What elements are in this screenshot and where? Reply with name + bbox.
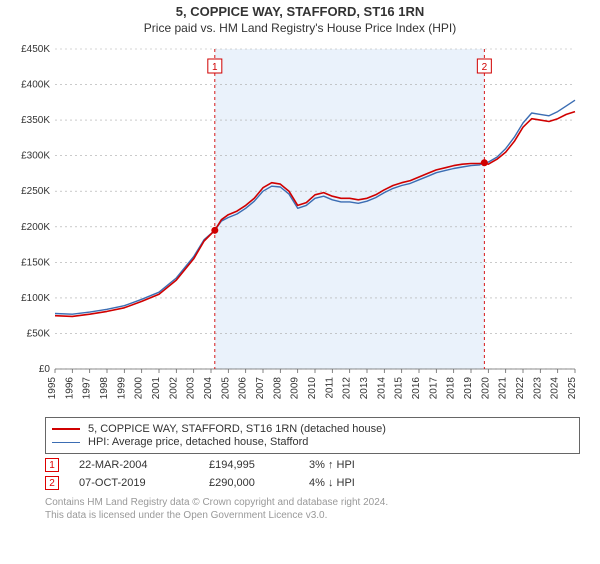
svg-text:2007: 2007 — [255, 377, 266, 400]
svg-text:2005: 2005 — [220, 377, 231, 400]
transaction-date: 07-OCT-2019 — [79, 477, 189, 489]
svg-text:1995: 1995 — [47, 377, 58, 400]
svg-text:£0: £0 — [39, 364, 51, 375]
svg-text:2010: 2010 — [307, 377, 318, 400]
svg-text:1: 1 — [212, 62, 218, 73]
transaction-row: 1 22-MAR-2004 £194,995 3% ↑ HPI — [45, 458, 580, 472]
line-chart: £0 £50K £100K £150K £200K £250K £300K £350K £400… — [10, 41, 590, 411]
svg-text:1999: 1999 — [116, 377, 127, 400]
footnote: Contains HM Land Registry data © Crown c… — [45, 496, 580, 522]
svg-text:2013: 2013 — [359, 377, 370, 400]
legend-item: 5, COPPICE WAY, STAFFORD, ST16 1RN (deta… — [52, 423, 573, 435]
svg-text:2009: 2009 — [290, 377, 301, 400]
svg-text:£400K: £400K — [21, 80, 50, 91]
chart-title-address: 5, COPPICE WAY, STAFFORD, ST16 1RN — [0, 4, 600, 19]
svg-text:2024: 2024 — [550, 377, 561, 400]
transaction-marker: 1 — [45, 458, 59, 472]
transactions-table: 1 22-MAR-2004 £194,995 3% ↑ HPI 2 07-OCT-2019… — [45, 458, 580, 490]
transaction-marker: 2 — [45, 476, 59, 490]
svg-text:1998: 1998 — [99, 377, 110, 400]
svg-text:2004: 2004 — [203, 377, 214, 400]
svg-text:2020: 2020 — [480, 377, 491, 400]
transaction-row: 2 07-OCT-2019 £290,000 4% ↓ HPI — [45, 476, 580, 490]
svg-text:2023: 2023 — [532, 377, 543, 400]
svg-text:2018: 2018 — [446, 377, 457, 400]
svg-text:2001: 2001 — [151, 377, 162, 400]
svg-text:2002: 2002 — [168, 377, 179, 400]
svg-text:2003: 2003 — [186, 377, 197, 400]
transaction-date: 22-MAR-2004 — [79, 459, 189, 471]
legend-swatch — [52, 442, 80, 443]
transaction-price: £290,000 — [209, 477, 289, 489]
svg-text:2015: 2015 — [394, 377, 405, 400]
svg-text:2017: 2017 — [428, 377, 439, 400]
svg-text:2019: 2019 — [463, 377, 474, 400]
footnote-line-1: Contains HM Land Registry data © Crown c… — [45, 496, 580, 509]
legend-label: 5, COPPICE WAY, STAFFORD, ST16 1RN (deta… — [88, 423, 386, 435]
svg-text:1997: 1997 — [82, 377, 93, 400]
chart-subtitle: Price paid vs. HM Land Registry's House … — [0, 21, 600, 35]
svg-text:£50K: £50K — [27, 328, 51, 339]
svg-text:2022: 2022 — [515, 377, 526, 400]
legend-swatch — [52, 428, 80, 430]
svg-text:2014: 2014 — [376, 377, 387, 400]
svg-text:2000: 2000 — [134, 377, 145, 400]
svg-text:£450K: £450K — [21, 44, 50, 55]
footnote-line-2: This data is licensed under the Open Gov… — [45, 509, 580, 522]
svg-text:2016: 2016 — [411, 377, 422, 400]
transaction-diff: 4% ↓ HPI — [309, 477, 399, 489]
svg-text:2021: 2021 — [498, 377, 509, 400]
legend-label: HPI: Average price, detached house, Staf… — [88, 436, 308, 448]
svg-text:2: 2 — [482, 62, 488, 73]
svg-text:£150K: £150K — [21, 257, 50, 268]
svg-text:£300K: £300K — [21, 151, 50, 162]
svg-text:2011: 2011 — [324, 377, 335, 399]
svg-text:£250K: £250K — [21, 186, 50, 197]
transaction-price: £194,995 — [209, 459, 289, 471]
svg-text:£200K: £200K — [21, 222, 50, 233]
svg-text:2006: 2006 — [238, 377, 249, 400]
svg-text:2012: 2012 — [342, 377, 353, 400]
svg-text:£350K: £350K — [21, 115, 50, 126]
svg-text:2025: 2025 — [567, 377, 578, 400]
legend: 5, COPPICE WAY, STAFFORD, ST16 1RN (deta… — [45, 417, 580, 454]
svg-text:£100K: £100K — [21, 293, 50, 304]
legend-item: HPI: Average price, detached house, Staf… — [52, 436, 573, 448]
svg-text:1996: 1996 — [64, 377, 75, 400]
transaction-diff: 3% ↑ HPI — [309, 459, 399, 471]
chart-container: £0 £50K £100K £150K £200K £250K £300K £350K £400… — [10, 41, 590, 411]
svg-text:2008: 2008 — [272, 377, 283, 400]
